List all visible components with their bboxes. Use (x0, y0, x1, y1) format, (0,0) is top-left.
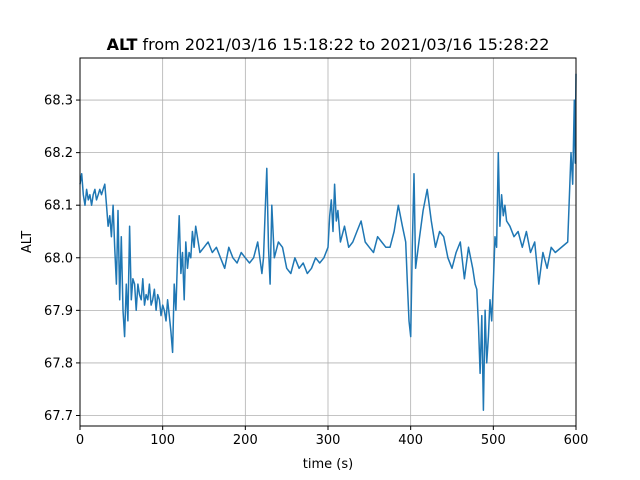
x-tick-label: 400 (398, 433, 423, 448)
x-tick-label: 200 (233, 433, 258, 448)
x-tick-label: 100 (150, 433, 175, 448)
x-tick-label: 600 (564, 433, 589, 448)
x-tick-label: 300 (316, 433, 341, 448)
y-tick-label: 67.7 (44, 409, 73, 424)
y-tick-label: 68.0 (44, 251, 73, 266)
series-line (79, 73, 577, 411)
y-axis-title: ALT (20, 231, 35, 253)
chart-title-rest: from 2021/03/16 15:18:22 to 2021/03/16 1… (137, 35, 549, 54)
ticks: 0 100 200 300 400 500 600 67.7 67.8 67.9 68.0 68.1 6… (44, 94, 588, 448)
y-tick-label: 67.9 (44, 304, 73, 319)
chart-title-bold: ALT (107, 35, 138, 54)
grid (79, 58, 577, 426)
y-tick-label: 67.8 (44, 356, 73, 371)
y-tick-label: 68.3 (44, 94, 73, 109)
y-tick-label: 68.1 (44, 199, 73, 214)
chart-title: ALT from 2021/03/16 15:18:22 to 2021/03/… (107, 35, 550, 54)
line-layer (79, 73, 577, 411)
y-tick-label: 68.2 (44, 146, 73, 161)
x-axis-title: time (s) (303, 457, 353, 472)
x-tick-label: 0 (76, 433, 84, 448)
x-tick-label: 500 (481, 433, 506, 448)
